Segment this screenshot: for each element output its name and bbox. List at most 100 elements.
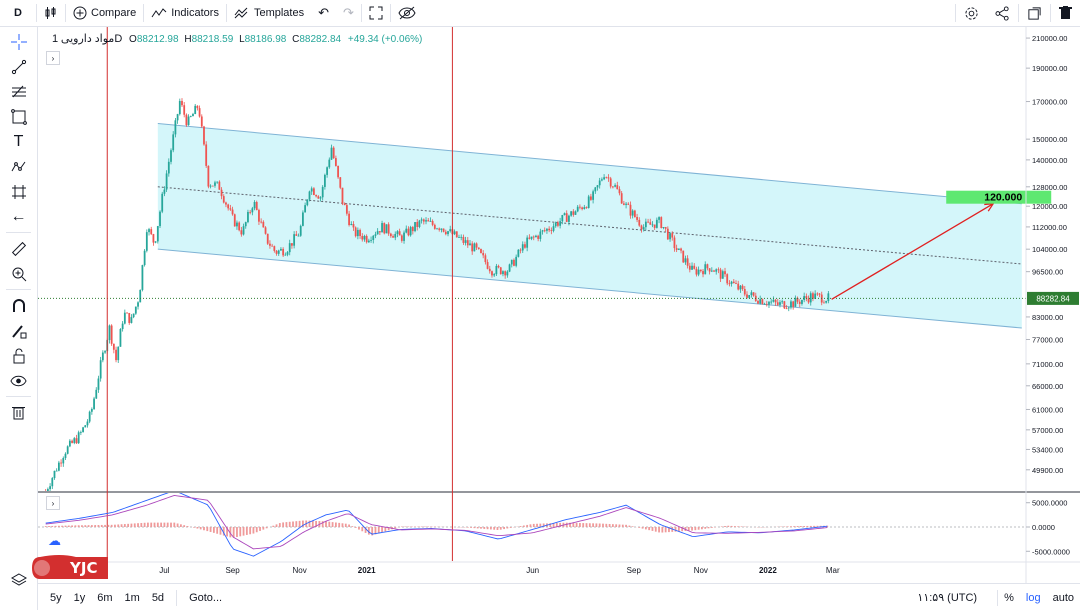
time-zone-button[interactable]: ۱۱:۵۹ (UTC): [911, 591, 983, 604]
undo-button[interactable]: ↶: [311, 0, 336, 26]
fib-tool[interactable]: [0, 79, 37, 104]
macd-histogram-bar: [262, 527, 264, 530]
lock-tool[interactable]: [0, 343, 37, 368]
visibility-tool[interactable]: [0, 368, 37, 393]
percent-toggle[interactable]: %: [998, 592, 1020, 604]
candle-body: [267, 234, 269, 244]
interval-button[interactable]: D: [0, 0, 36, 26]
legend-collapse-button[interactable]: ›: [46, 51, 60, 65]
macd-histogram-bar: [790, 526, 792, 527]
macd-collapse-button[interactable]: ›: [46, 496, 60, 510]
price-tick-label: 104000.00: [1032, 245, 1067, 254]
candle-body: [702, 271, 704, 274]
candle-body: [542, 230, 544, 231]
macd-histogram-bar: [137, 523, 139, 527]
chart-canvas[interactable]: 120.000 210000.00190000.00170000.0015000…: [38, 27, 1080, 583]
settings-button[interactable]: [956, 0, 987, 26]
text-tool[interactable]: T: [0, 129, 37, 154]
macd-histogram-bar: [691, 527, 693, 531]
candle-body: [632, 211, 634, 216]
indicators-button[interactable]: Indicators: [144, 0, 226, 26]
shape-tool[interactable]: [0, 104, 37, 129]
macd-histogram-bar: [803, 526, 805, 527]
templates-button[interactable]: Templates: [227, 0, 311, 26]
range-button-1y[interactable]: 1y: [68, 592, 92, 604]
chevron-right-icon: ›: [52, 499, 55, 508]
chart-type-button[interactable]: [37, 0, 65, 26]
fullscreen-button[interactable]: [362, 0, 390, 26]
compare-button[interactable]: Compare: [66, 0, 143, 26]
hide-drawings-button[interactable]: [391, 0, 423, 26]
candle-body: [271, 246, 273, 247]
stay-drawing-tool[interactable]: [0, 318, 37, 343]
macd-histogram-bar: [84, 525, 86, 527]
candle-body: [579, 207, 581, 208]
macd-histogram-bar: [134, 523, 136, 527]
trend-line-icon: [11, 59, 27, 75]
candle-body: [71, 441, 73, 443]
macd-histogram-bar: [98, 525, 100, 527]
delete-button[interactable]: [1051, 0, 1080, 26]
candle-body: [700, 270, 702, 271]
range-button-1m[interactable]: 1m: [119, 592, 146, 604]
candle-body: [315, 195, 317, 196]
candle-body: [456, 231, 458, 237]
candle-body: [309, 191, 311, 199]
candle-body: [445, 232, 447, 234]
pattern-tool[interactable]: [0, 154, 37, 179]
chevron-right-icon: ›: [52, 54, 55, 63]
log-toggle[interactable]: log: [1020, 592, 1047, 604]
legend-symbol[interactable]: مواد دارویی: [61, 33, 114, 45]
snapshot-button[interactable]: [1019, 0, 1050, 26]
range-button-5d[interactable]: 5d: [146, 592, 170, 604]
prediction-tool[interactable]: [0, 179, 37, 204]
macd-histogram-bar: [342, 523, 344, 527]
candle-body: [533, 237, 535, 238]
redo-button[interactable]: ↷: [336, 0, 361, 26]
candle-body: [238, 223, 240, 231]
macd-histogram-bar: [213, 527, 215, 533]
indicators-label: Indicators: [171, 7, 219, 19]
macd-histogram-bar: [246, 527, 248, 535]
candle-body: [82, 427, 84, 432]
candle-body: [458, 237, 460, 238]
candle-body: [144, 251, 146, 265]
macd-histogram-bar: [312, 521, 314, 527]
remove-drawings-tool[interactable]: [0, 400, 37, 425]
candle-body: [491, 271, 493, 275]
candle-body: [419, 221, 421, 227]
candle-body: [240, 230, 242, 234]
macd-histogram-bar: [579, 523, 581, 527]
candle-body: [449, 229, 451, 231]
candle-body: [794, 298, 796, 307]
candle-body: [792, 301, 794, 306]
range-button-6m[interactable]: 6m: [91, 592, 118, 604]
candle-body: [746, 294, 748, 297]
candle-body: [436, 228, 438, 229]
zoom-tool[interactable]: [0, 261, 37, 286]
candle-body: [665, 227, 667, 229]
candle-body: [495, 266, 497, 274]
macd-histogram-bar: [526, 525, 528, 527]
candle-body: [592, 191, 594, 200]
trend-line-tool[interactable]: [0, 54, 37, 79]
macd-histogram-bar: [378, 527, 380, 533]
ruler-tool[interactable]: [0, 236, 37, 261]
share-button[interactable]: [987, 0, 1018, 26]
candle-body: [454, 231, 456, 234]
goto-button[interactable]: Goto...: [183, 592, 228, 604]
magnet-tool[interactable]: [0, 293, 37, 318]
candle-body: [146, 232, 148, 251]
back-arrow-tool[interactable]: ←: [0, 204, 37, 229]
candle-body: [742, 286, 744, 289]
macd-histogram-bar: [282, 522, 284, 527]
candle-body: [117, 347, 119, 360]
range-button-5y[interactable]: 5y: [44, 592, 68, 604]
candle-body: [652, 225, 654, 226]
price-tick-label: 53400.00: [1032, 445, 1063, 454]
auto-toggle[interactable]: auto: [1047, 592, 1080, 604]
crosshair-tool[interactable]: [0, 29, 37, 54]
candle-body: [722, 271, 724, 279]
macd-histogram-bar: [338, 523, 340, 527]
